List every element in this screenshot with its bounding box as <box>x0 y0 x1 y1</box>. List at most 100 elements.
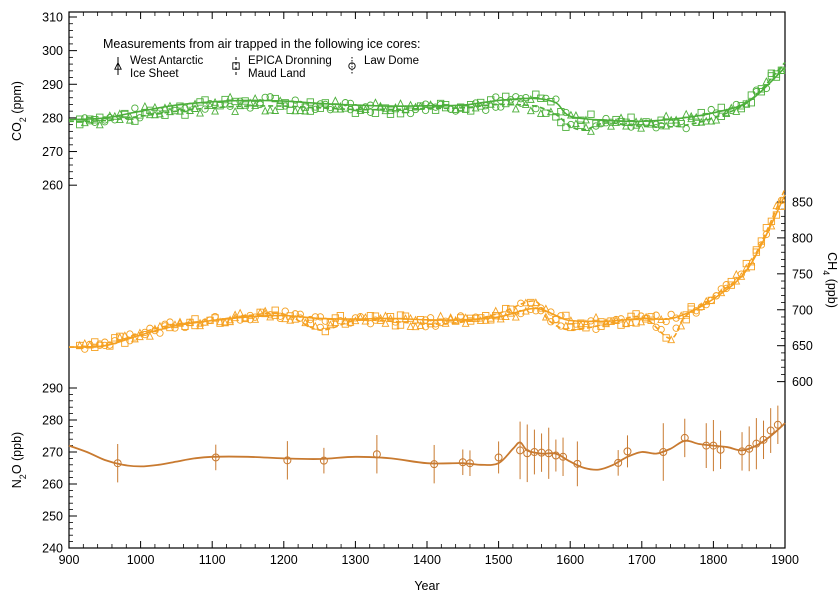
ch4-data-point <box>467 314 475 322</box>
co2-data-point <box>211 106 219 115</box>
legend-label-line1: West Antarctic <box>130 55 204 67</box>
ch4-data-point <box>361 316 370 325</box>
co2-data-point <box>271 106 280 114</box>
n2o-data-point <box>759 435 768 444</box>
co2-data-point <box>677 120 685 128</box>
ch4-data-point <box>406 321 415 330</box>
legend-label-line1: EPICA Dronning <box>248 55 332 67</box>
co2-data-point <box>462 105 470 113</box>
co2-y-tick-label: 280 <box>42 111 63 125</box>
ch4-data-point <box>547 318 555 326</box>
ch4-data-point <box>171 324 179 332</box>
ch4-data-point <box>145 331 154 340</box>
ch4-data-point <box>181 322 189 330</box>
co2-data-point <box>622 118 630 126</box>
co2-data-point <box>517 99 525 107</box>
co2-data-point <box>201 96 209 104</box>
co2-data-point <box>226 92 235 101</box>
legend: Measurements from air trapped in the fol… <box>103 37 421 80</box>
plot-frame <box>68 11 786 549</box>
ch4-data-point <box>472 313 480 321</box>
ch4-data-point <box>446 314 455 323</box>
n2o-data-point <box>752 439 761 448</box>
ch4-data-point <box>316 313 324 321</box>
co2-data-point <box>627 123 635 131</box>
ch4-data-point <box>286 315 295 324</box>
co2-data-point <box>81 114 89 122</box>
x-tick-label: 1200 <box>270 553 298 567</box>
legend-item-circle: Law Dome <box>348 55 419 75</box>
ch4-data-point <box>627 318 635 327</box>
x-tick-label: 1700 <box>628 553 656 567</box>
co2-data-point <box>391 103 400 111</box>
ch4-data-point <box>391 322 400 330</box>
ch4-data-point <box>311 321 320 330</box>
ch4-data-point <box>75 340 84 349</box>
co2-data-point <box>131 104 139 112</box>
co2-series-line-0 <box>68 66 786 123</box>
co2-data-point <box>637 123 646 132</box>
co2-series-line-1 <box>68 61 786 131</box>
n2o-data-point <box>544 449 553 458</box>
co2-data-point <box>707 116 716 125</box>
co2-data-point <box>571 111 580 119</box>
co2-data-point <box>702 116 711 125</box>
co2-data-point <box>331 96 340 105</box>
n2o-label-main: N <box>10 479 24 488</box>
ch4-data-point <box>381 318 390 327</box>
ch4-data-point <box>130 334 139 343</box>
co2-data-point <box>532 90 540 98</box>
ch4-data-point <box>511 312 520 321</box>
co2-data-point <box>482 106 490 114</box>
co2-data-point <box>91 116 99 124</box>
co2-data-point <box>426 100 435 109</box>
ch4-data-point <box>331 318 340 326</box>
ch4-y-tick-label: 850 <box>792 195 813 209</box>
n2o-data-point <box>716 445 725 454</box>
n2o-data-point <box>614 458 623 467</box>
x-tick-label: 1300 <box>341 553 369 567</box>
co2-data-point <box>196 108 204 117</box>
co2-data-point <box>602 114 610 123</box>
co2-data-point <box>266 105 275 114</box>
ch4-y-tick-label: 700 <box>792 303 813 317</box>
x-tick-label: 1600 <box>556 553 584 567</box>
co2-data-point <box>231 107 240 115</box>
co2-data-point <box>396 110 405 118</box>
ch4-series-line-1 <box>68 188 786 349</box>
n2o-axis-label: N2O (ppb) <box>10 432 28 488</box>
co2-data-point <box>566 110 575 119</box>
n2o-y-tick-label: 280 <box>42 414 63 428</box>
co2-label-unit: (ppm) <box>10 81 24 117</box>
ch4-y-tick-label: 600 <box>792 375 813 389</box>
ch4-data-point <box>416 321 425 329</box>
ch4-y-tick-label: 650 <box>792 339 813 353</box>
co2-y-tick-label: 290 <box>42 78 63 92</box>
co2-data-point <box>341 99 350 107</box>
co2-data-point <box>682 109 691 118</box>
ch4-data-point <box>567 323 575 332</box>
co2-data-point <box>471 103 480 112</box>
ch4-data-point <box>672 324 680 332</box>
ch4-axis-label: CH4 (ppb) <box>821 252 838 308</box>
co2-data-point <box>662 121 671 130</box>
legend-label-line2: Maud Land <box>248 68 306 80</box>
ch4-data-point <box>457 312 465 320</box>
co2-data-point <box>406 100 415 109</box>
ch4-data-point <box>406 313 415 322</box>
co2-label-sub: 2 <box>18 117 28 122</box>
co2-data-point <box>136 114 144 122</box>
n2o-data-point <box>680 433 689 442</box>
ch4-data-point <box>562 311 570 320</box>
ch4-data-point <box>96 340 104 348</box>
co2-data-point <box>431 106 440 114</box>
ch4-data-point <box>496 314 505 323</box>
co2-y-tick-label: 310 <box>42 11 63 25</box>
x-tick-label: 1900 <box>771 553 799 567</box>
co2-data-point <box>291 106 300 115</box>
n2o-data-point <box>211 453 220 462</box>
co2-data-point <box>767 69 776 77</box>
co2-data-point <box>587 126 595 135</box>
n2o-y-tick-label: 240 <box>42 542 63 556</box>
